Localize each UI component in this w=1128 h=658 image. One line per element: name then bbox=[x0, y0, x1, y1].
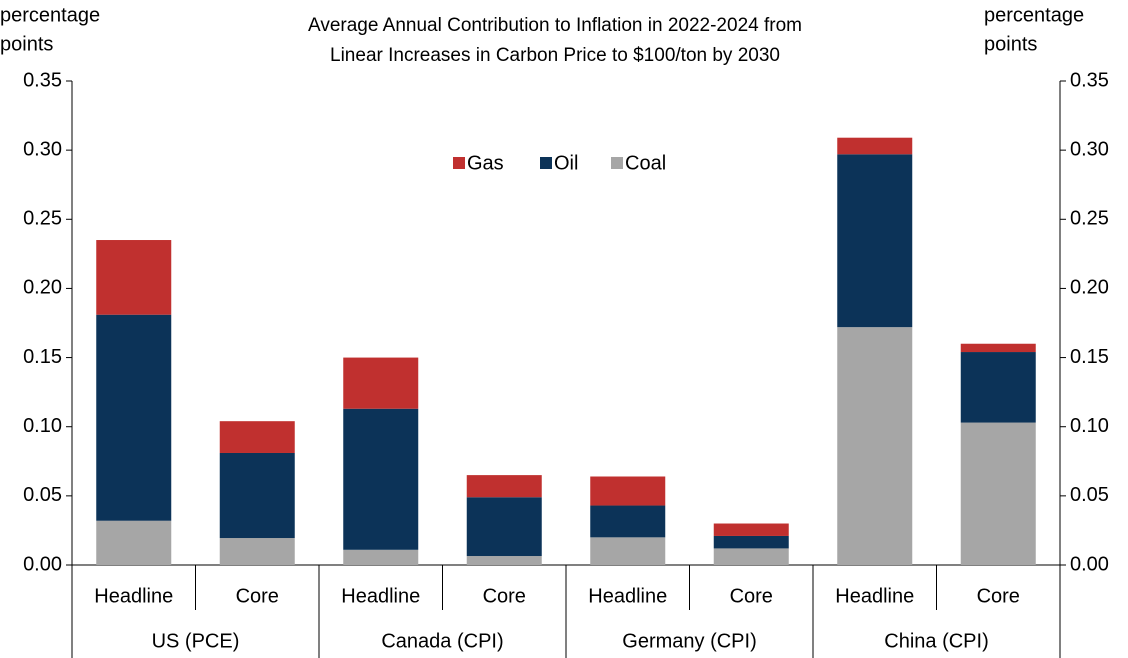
bar-segment bbox=[837, 327, 913, 565]
bar-segment bbox=[466, 475, 542, 498]
y2-axis-label: percentage bbox=[984, 4, 1084, 26]
bar-segment bbox=[713, 548, 789, 565]
bar-segment bbox=[96, 520, 172, 565]
legend-swatch bbox=[611, 157, 623, 169]
x-tick-label: Core bbox=[483, 585, 526, 607]
x-tick-label: Headline bbox=[341, 585, 420, 607]
x-tick-label: Core bbox=[977, 585, 1020, 607]
bar-segment bbox=[466, 497, 542, 557]
y2-tick-label: 0.20 bbox=[1070, 277, 1109, 299]
y-tick-label: 0.10 bbox=[23, 415, 62, 437]
legend-label: Coal bbox=[625, 152, 666, 174]
bar-segment bbox=[590, 505, 666, 538]
chart-title: Average Annual Contribution to Inflation… bbox=[308, 15, 802, 36]
bar-segment bbox=[960, 422, 1036, 565]
y-tick-label: 0.25 bbox=[23, 208, 62, 230]
bar-segment bbox=[219, 421, 295, 453]
y-tick-label: 0.15 bbox=[23, 346, 62, 368]
group-label: Germany (CPI) bbox=[622, 630, 756, 652]
bar-segment bbox=[837, 154, 913, 328]
chart-title: Linear Increases in Carbon Price to $100… bbox=[330, 45, 780, 66]
bar-segment bbox=[219, 452, 295, 539]
x-tick-label: Core bbox=[236, 585, 279, 607]
y-axis-label: percentage bbox=[0, 4, 100, 26]
y2-tick-label: 0.00 bbox=[1070, 553, 1109, 575]
bar-segment bbox=[590, 476, 666, 506]
bar-segment bbox=[96, 240, 172, 315]
bar-segment bbox=[466, 556, 542, 565]
x-tick-label: Core bbox=[730, 585, 773, 607]
y-tick-label: 0.00 bbox=[23, 553, 62, 575]
y-tick-label: 0.20 bbox=[23, 277, 62, 299]
y2-axis-label: points bbox=[984, 33, 1037, 55]
bar-segment bbox=[713, 523, 789, 536]
y-axis-label: points bbox=[0, 33, 53, 55]
group-label: Canada (CPI) bbox=[381, 630, 503, 652]
legend-swatch bbox=[540, 157, 552, 169]
y2-tick-label: 0.35 bbox=[1070, 69, 1109, 91]
legend-label: Gas bbox=[467, 152, 504, 174]
x-tick-label: Headline bbox=[94, 585, 173, 607]
legend-label: Oil bbox=[554, 152, 578, 174]
bar-segment bbox=[590, 537, 666, 565]
y2-tick-label: 0.25 bbox=[1070, 208, 1109, 230]
y2-tick-label: 0.10 bbox=[1070, 415, 1109, 437]
bar-segment bbox=[219, 538, 295, 565]
bar-segment bbox=[960, 343, 1036, 353]
x-tick-label: Headline bbox=[835, 585, 914, 607]
y-tick-label: 0.30 bbox=[23, 138, 62, 160]
legend-swatch bbox=[453, 157, 465, 169]
bar-segment bbox=[713, 535, 789, 549]
x-tick-label: Headline bbox=[588, 585, 667, 607]
y-tick-label: 0.05 bbox=[23, 484, 62, 506]
group-label: China (CPI) bbox=[884, 630, 988, 652]
y2-tick-label: 0.30 bbox=[1070, 138, 1109, 160]
y2-tick-label: 0.05 bbox=[1070, 484, 1109, 506]
bar-segment bbox=[96, 314, 172, 521]
bar-segment bbox=[343, 408, 419, 550]
bar-segment bbox=[960, 352, 1036, 423]
group-label: US (PCE) bbox=[152, 630, 240, 652]
bar-segment bbox=[343, 549, 419, 565]
bar-segment bbox=[343, 357, 419, 409]
y-tick-label: 0.35 bbox=[23, 69, 62, 91]
y2-tick-label: 0.15 bbox=[1070, 346, 1109, 368]
bar-segment bbox=[837, 137, 913, 155]
